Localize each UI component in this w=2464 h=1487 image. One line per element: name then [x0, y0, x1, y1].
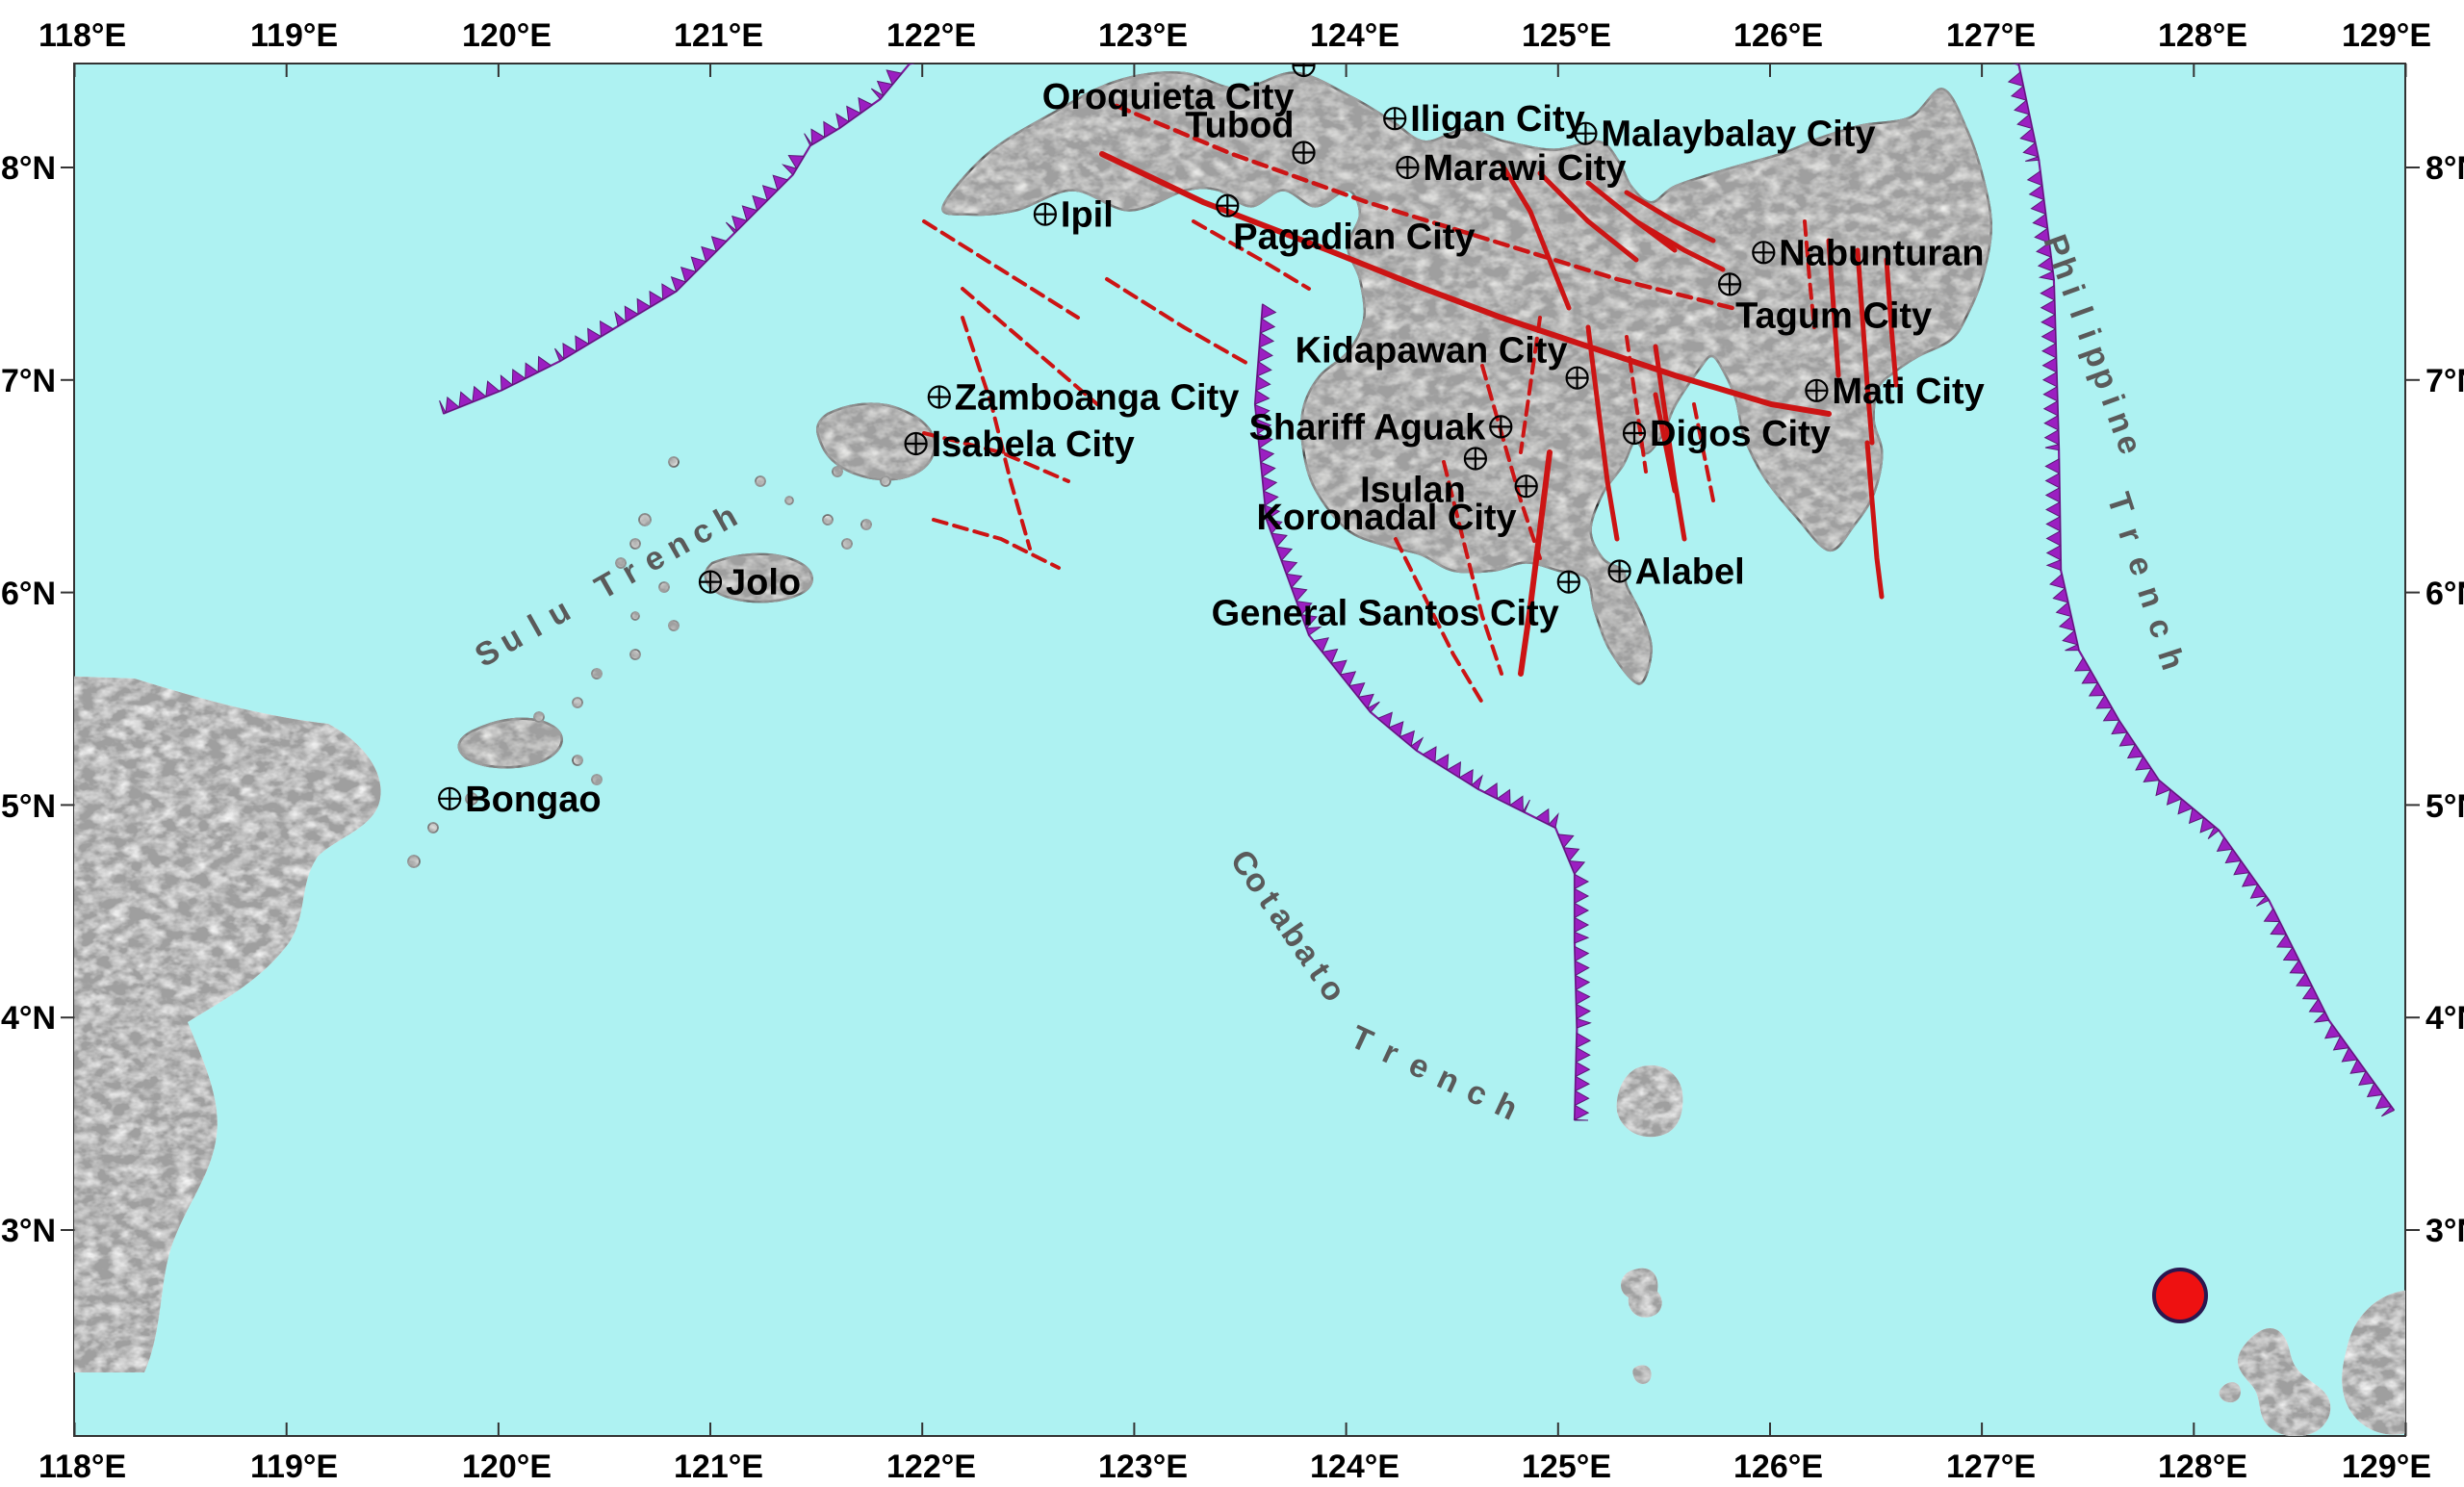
svg-text:5°N: 5°N	[1, 788, 56, 825]
svg-text:Marawi City: Marawi City	[1423, 148, 1626, 189]
svg-text:4°N: 4°N	[1, 1000, 56, 1037]
svg-text:Ipil: Ipil	[1061, 195, 1114, 236]
svg-text:Mati City: Mati City	[1832, 372, 1984, 412]
svg-text:120°E: 120°E	[462, 1449, 552, 1485]
svg-text:124°E: 124°E	[1310, 1449, 1399, 1485]
svg-text:Zamboanga City: Zamboanga City	[955, 378, 1240, 419]
svg-text:129°E: 129°E	[2342, 1449, 2431, 1485]
svg-text:121°E: 121°E	[674, 1449, 763, 1485]
svg-text:122°E: 122°E	[886, 1449, 976, 1485]
svg-text:Nabunturan: Nabunturan	[1779, 233, 1984, 273]
svg-text:125°E: 125°E	[1522, 17, 1611, 54]
svg-text:127°E: 127°E	[1946, 1449, 2036, 1485]
svg-text:Jolo: Jolo	[726, 563, 801, 603]
svg-text:Tagum City: Tagum City	[1735, 295, 1932, 336]
svg-text:125°E: 125°E	[1522, 1449, 1611, 1485]
svg-text:121°E: 121°E	[674, 17, 763, 54]
svg-text:Iligan City: Iligan City	[1410, 99, 1585, 140]
svg-text:126°E: 126°E	[1733, 1449, 1823, 1485]
svg-text:Alabel: Alabel	[1635, 552, 1745, 593]
svg-text:General Santos City: General Santos City	[1212, 594, 1559, 634]
svg-text:126°E: 126°E	[1733, 17, 1823, 54]
svg-text:Digos City: Digos City	[1650, 414, 1831, 454]
svg-text:8°N: 8°N	[2426, 150, 2464, 187]
svg-text:Koronadal City: Koronadal City	[1256, 498, 1516, 538]
svg-text:6°N: 6°N	[1, 576, 56, 612]
svg-text:3°N: 3°N	[1, 1213, 56, 1249]
svg-text:5°N: 5°N	[2426, 788, 2464, 825]
svg-text:127°E: 127°E	[1946, 17, 2036, 54]
svg-text:123°E: 123°E	[1098, 1449, 1188, 1485]
svg-text:119°E: 119°E	[250, 17, 338, 54]
svg-text:124°E: 124°E	[1310, 17, 1399, 54]
svg-text:129°E: 129°E	[2342, 17, 2431, 54]
svg-text:Shariff Aguak: Shariff Aguak	[1249, 407, 1486, 448]
svg-text:128°E: 128°E	[2158, 17, 2247, 54]
svg-text:Malaybalay City: Malaybalay City	[1601, 115, 1875, 155]
svg-text:6°N: 6°N	[2426, 576, 2464, 612]
svg-text:118°E: 118°E	[38, 1449, 126, 1485]
svg-text:120°E: 120°E	[462, 17, 552, 54]
svg-text:Bongao: Bongao	[465, 780, 601, 820]
svg-text:7°N: 7°N	[1, 363, 56, 399]
svg-text:119°E: 119°E	[250, 1449, 338, 1485]
svg-text:Tubod: Tubod	[1185, 106, 1294, 146]
svg-text:Kidapawan City: Kidapawan City	[1296, 331, 1568, 372]
svg-text:3°N: 3°N	[2426, 1213, 2464, 1249]
svg-text:4°N: 4°N	[2426, 1000, 2464, 1037]
svg-text:118°E: 118°E	[38, 17, 126, 54]
svg-text:122°E: 122°E	[886, 17, 976, 54]
svg-text:128°E: 128°E	[2158, 1449, 2247, 1485]
svg-text:7°N: 7°N	[2426, 363, 2464, 399]
svg-text:Pagadian City: Pagadian City	[1233, 218, 1475, 258]
svg-text:8°N: 8°N	[1, 150, 56, 187]
svg-text:Isabela City: Isabela City	[932, 424, 1135, 465]
svg-text:123°E: 123°E	[1098, 17, 1188, 54]
